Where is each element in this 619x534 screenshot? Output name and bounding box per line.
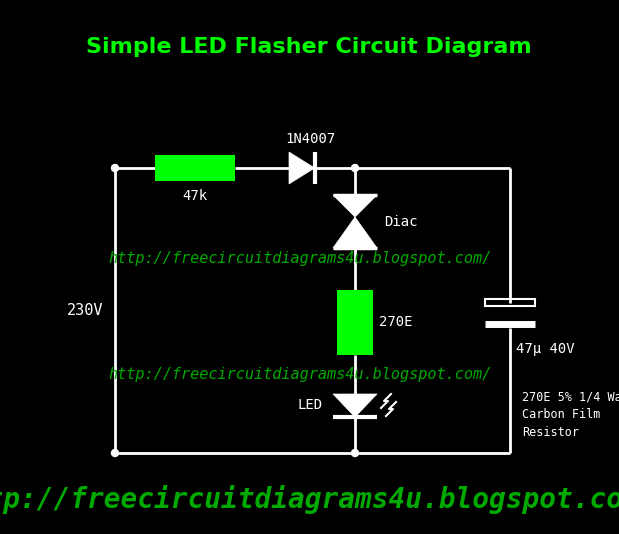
Circle shape [111,450,118,457]
Text: 47k: 47k [183,189,207,203]
Text: http://freecircuitdiagrams4u.blogspot.com/: http://freecircuitdiagrams4u.blogspot.co… [108,250,491,265]
Text: 270E 5% 1/4 Watt
Carbon Film
Resistor: 270E 5% 1/4 Watt Carbon Film Resistor [522,390,619,439]
Text: 47μ 40V: 47μ 40V [516,342,574,356]
Circle shape [352,450,358,457]
Polygon shape [289,152,314,184]
Circle shape [352,164,358,171]
Text: Simple LED Flasher Circuit Diagram: Simple LED Flasher Circuit Diagram [86,37,532,57]
Bar [485,299,535,306]
Text: 270E: 270E [379,316,412,329]
Circle shape [111,164,118,171]
Text: http://freecircuitdiagrams4u.blogspot.com/: http://freecircuitdiagrams4u.blogspot.co… [0,485,619,514]
Text: 1N4007: 1N4007 [285,132,335,146]
Text: Diac: Diac [384,215,417,229]
Text: 230V: 230V [66,303,103,318]
Polygon shape [333,195,377,217]
Text: http://freecircuitdiagrams4u.blogspot.com/: http://freecircuitdiagrams4u.blogspot.co… [108,367,491,382]
Polygon shape [333,217,377,248]
Bar [155,155,235,181]
Text: LED: LED [298,398,323,412]
Polygon shape [333,394,377,417]
Bar [337,290,373,355]
